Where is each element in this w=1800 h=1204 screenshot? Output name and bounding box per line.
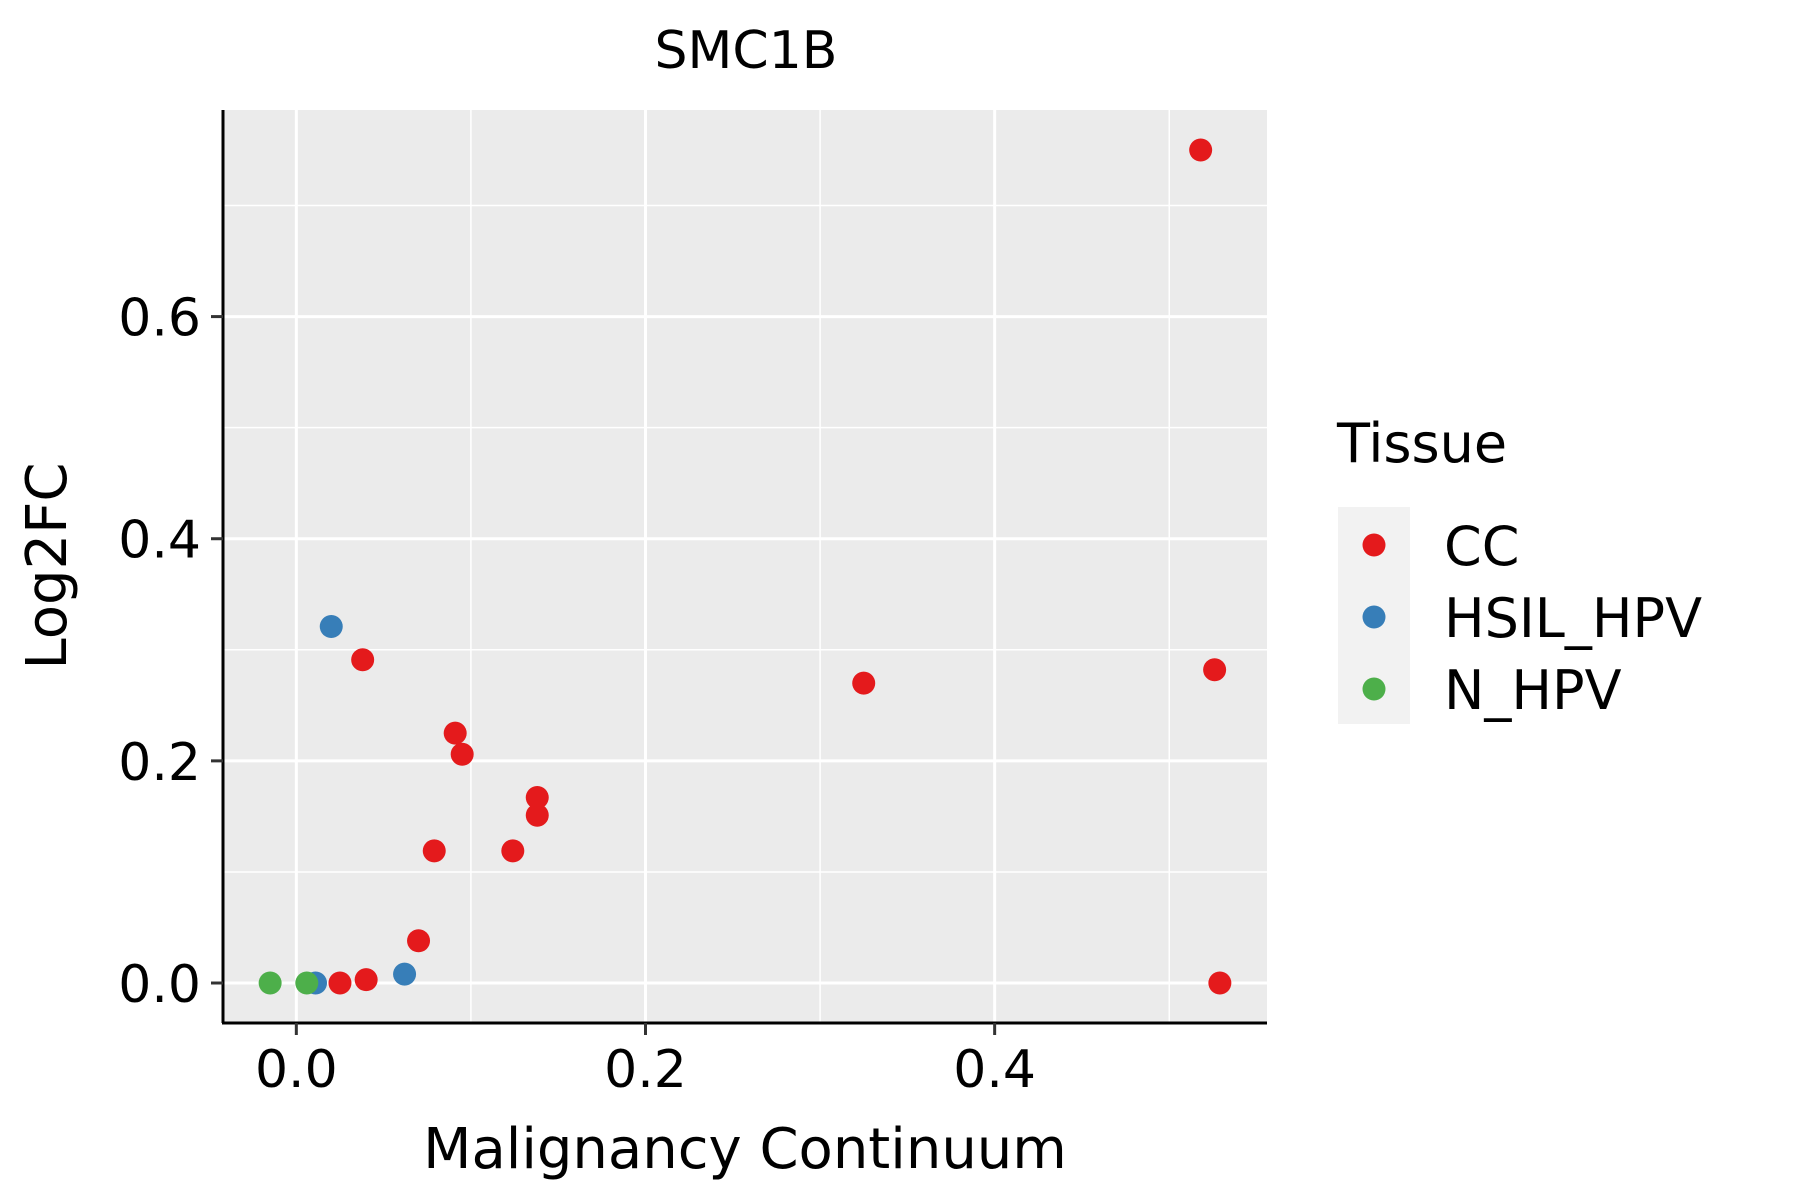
legend-label: N_HPV <box>1444 659 1622 722</box>
legend-key-hsil-hpv <box>1362 605 1386 629</box>
plot-panel <box>223 110 1267 1023</box>
data-point-cc <box>328 971 352 995</box>
legend-key-n-hpv <box>1362 677 1386 701</box>
axis-ticks: 0.0 0.2 0.4 0.0 0.2 0.4 0.6 <box>118 289 1036 1100</box>
legend-label: HSIL_HPV <box>1444 587 1702 650</box>
data-point-n-hpv <box>295 971 319 995</box>
data-point-cc <box>354 968 378 992</box>
data-point-cc <box>407 929 431 953</box>
legend-label: CC <box>1444 515 1519 578</box>
data-point-cc <box>1203 658 1227 682</box>
data-point-cc <box>852 671 876 695</box>
data-point-cc <box>501 839 525 863</box>
data-point-cc <box>1208 971 1232 995</box>
legend: Tissue CC HSIL_HPV N_HPV <box>1336 412 1702 724</box>
y-axis-title: Log2FC <box>15 463 80 670</box>
y-tick-label: 0.0 <box>118 955 201 1015</box>
data-point-cc <box>525 786 549 810</box>
x-axis-title: Malignancy Continuum <box>423 1117 1067 1182</box>
data-point-cc <box>450 742 474 766</box>
x-tick-label: 0.4 <box>953 1040 1036 1100</box>
data-point-cc <box>351 648 375 672</box>
legend-key-cc <box>1362 533 1386 557</box>
x-tick-label: 0.2 <box>604 1040 687 1100</box>
data-point-hsil-hpv <box>393 962 417 986</box>
grid-lines <box>223 110 1267 1023</box>
legend-title: Tissue <box>1336 412 1507 475</box>
y-tick-label: 0.6 <box>118 289 201 349</box>
data-point-cc <box>525 803 549 827</box>
data-point-n-hpv <box>258 971 282 995</box>
data-point-cc <box>443 721 467 745</box>
data-point-hsil-hpv <box>319 614 343 638</box>
y-tick-label: 0.4 <box>118 511 201 571</box>
data-point-cc <box>1189 138 1213 162</box>
x-tick-label: 0.0 <box>255 1040 338 1100</box>
chart-title: SMC1B <box>655 21 838 81</box>
y-tick-label: 0.2 <box>118 733 201 793</box>
data-point-cc <box>422 839 446 863</box>
data-points <box>258 138 1232 995</box>
